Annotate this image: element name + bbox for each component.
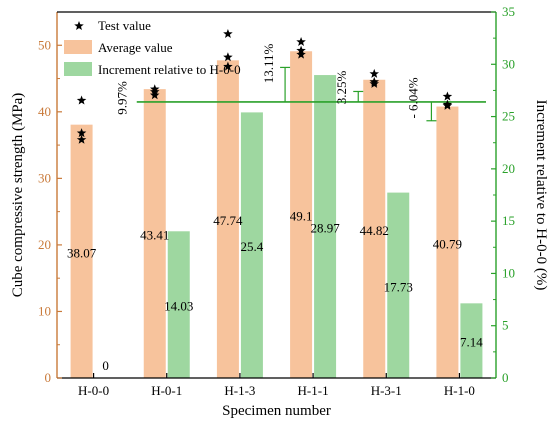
test-value-marker-H-1-1-2 xyxy=(296,45,306,55)
label-increment-H-1-3: 25.4 xyxy=(241,239,264,254)
label-average-H-1-1: 49.1 xyxy=(290,209,313,224)
bar-average-H-1-3 xyxy=(216,60,239,378)
plot-area: 9.97% 13.11% 3.25% - 6.04% 38.07 0 43.41 14.03 4… xyxy=(10,4,549,419)
bar-average-H-3-1 xyxy=(363,79,386,378)
bar-increment-H-3-1 xyxy=(387,192,410,378)
left-tick-label-50: 50 xyxy=(38,37,51,52)
label-increment-H-3-1: 17.73 xyxy=(384,279,413,294)
annotation-label-H-1-1: 13.11% xyxy=(261,43,276,83)
test-value-marker-H-0-0-0 xyxy=(76,95,87,105)
x-axis-title: Specimen number xyxy=(222,403,331,419)
bar-average-H-1-1 xyxy=(290,51,313,379)
legend-swatch-increment xyxy=(64,62,92,76)
test-value-marker-H-0-1-2 xyxy=(149,84,160,94)
left-axis-title: Cube compressive strength (MPa) xyxy=(10,93,26,298)
label-average-H-1-0: 40.79 xyxy=(433,236,462,251)
right-tick-label-30: 30 xyxy=(502,56,515,71)
x-tick-label-H-1-0: H-1-0 xyxy=(444,383,475,398)
legend-swatch-average xyxy=(64,40,92,54)
left-tick-label-20: 20 xyxy=(38,237,51,252)
right-tick-label-15: 15 xyxy=(502,213,515,228)
label-average-H-3-1: 44.82 xyxy=(360,223,389,238)
bar-increment-H-1-1 xyxy=(314,75,337,378)
legend-marker-test-value xyxy=(74,21,84,31)
right-tick-label-5: 5 xyxy=(502,318,509,333)
test-value-marker-H-1-0-2 xyxy=(442,100,453,110)
annotation-label-H-3-1: 3.25% xyxy=(334,71,349,105)
x-tick-label-H-0-1: H-0-1 xyxy=(151,383,182,398)
test-value-marker-H-1-0-0 xyxy=(442,91,453,101)
x-tick-label-H-3-1: H-3-1 xyxy=(371,383,402,398)
right-axis-title: Increment relative to H-0-0 (%) xyxy=(533,100,549,291)
test-value-marker-H-1-3-0 xyxy=(223,28,233,39)
legend-label-increment: Increment relative to H-0-0 xyxy=(98,62,241,77)
bar-increment-H-0-1 xyxy=(167,231,190,378)
right-tick-label-25: 25 xyxy=(502,109,515,124)
x-tick-label-H-0-0: H-0-0 xyxy=(78,383,109,398)
test-value-marker-H-1-1-0 xyxy=(296,36,306,46)
left-tick-label-30: 30 xyxy=(38,170,51,185)
label-average-H-1-3: 47.74 xyxy=(213,213,243,228)
test-value-marker-H-0-1-0 xyxy=(149,90,160,100)
x-tick-label-H-1-1: H-1-1 xyxy=(298,383,329,398)
bar-average-H-0-0 xyxy=(70,124,93,378)
test-value-marker-H-3-1-2 xyxy=(369,78,380,88)
annotation-label-H-0-1: 9.97% xyxy=(115,81,130,115)
right-tick-label-35: 35 xyxy=(502,4,515,19)
test-value-marker-H-3-1-0 xyxy=(369,68,380,78)
test-value-marker-H-0-1-1 xyxy=(149,86,160,96)
right-tick-label-10: 10 xyxy=(502,265,515,280)
annotation-label-H-1-0: - 6.04% xyxy=(405,77,420,118)
label-increment-H-1-1: 28.97 xyxy=(310,221,340,236)
label-increment-H-1-0: 7.14 xyxy=(460,335,483,350)
label-average-H-0-0: 38.07 xyxy=(67,245,97,260)
test-value-marker-H-1-1-1 xyxy=(296,49,306,59)
right-tick-label-0: 0 xyxy=(502,370,509,385)
test-value-marker-H-1-3-2 xyxy=(223,61,233,71)
left-tick-label-0: 0 xyxy=(45,370,52,385)
bar-increment-H-1-0 xyxy=(460,303,483,378)
bar-average-H-1-0 xyxy=(436,106,459,378)
right-tick-label-20: 20 xyxy=(502,161,515,176)
x-tick-label-H-1-3: H-1-3 xyxy=(224,383,255,398)
left-tick-label-10: 10 xyxy=(38,303,51,318)
test-value-marker-H-0-0-2 xyxy=(76,134,87,144)
test-value-marker-H-0-0-1 xyxy=(76,128,87,138)
legend-label-average: Average value xyxy=(98,40,173,55)
legend-label-test-value: Test value xyxy=(98,18,151,33)
label-increment-H-0-1: 14.03 xyxy=(164,299,193,314)
test-value-marker-H-1-3-1 xyxy=(223,52,233,62)
bar-average-H-0-1 xyxy=(143,89,166,378)
label-increment-H-0-0: 0 xyxy=(102,358,109,373)
bar-increment-H-1-3 xyxy=(240,112,263,378)
label-average-H-0-1: 43.41 xyxy=(140,228,169,243)
left-tick-label-40: 40 xyxy=(38,104,51,119)
